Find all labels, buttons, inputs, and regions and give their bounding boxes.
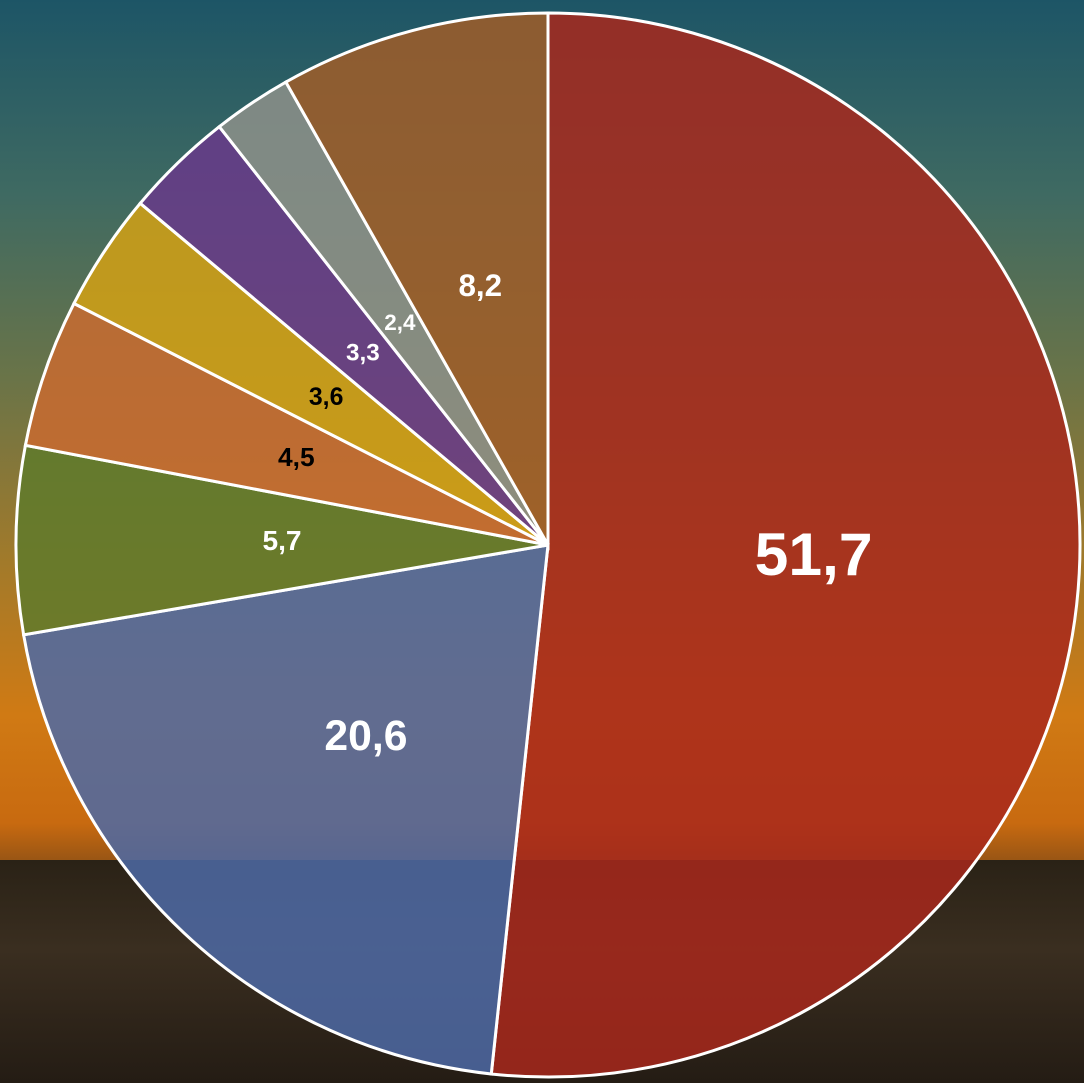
data-label: 8,2	[458, 268, 502, 303]
data-label: 3,6	[309, 384, 344, 411]
data-label: 5,7	[262, 525, 301, 556]
data-label: 51,7	[755, 520, 873, 588]
pie-slice	[489, 11, 1082, 1079]
data-label: 4,5	[278, 442, 315, 472]
pie-slice	[21, 543, 550, 1076]
data-label: 2,4	[384, 310, 416, 335]
data-label: 20,6	[324, 712, 407, 760]
pie-slice	[14, 443, 549, 637]
pie-slice	[283, 11, 550, 551]
data-label: 3,3	[346, 339, 380, 366]
